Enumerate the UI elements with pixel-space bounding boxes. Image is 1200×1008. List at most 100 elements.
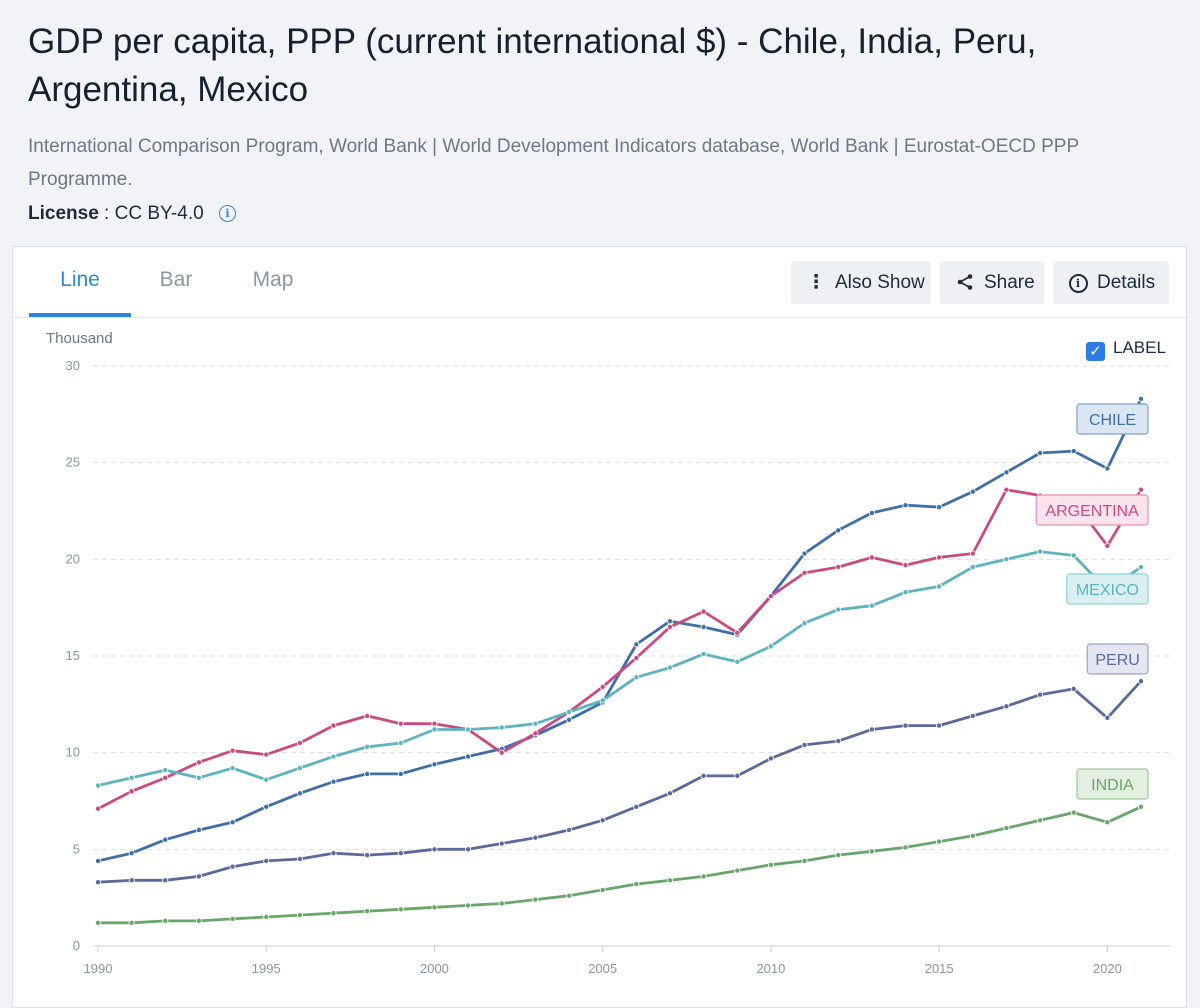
data-point-peru: [767, 755, 774, 762]
data-point-mexico: [666, 664, 673, 671]
data-point-chile: [364, 770, 371, 777]
data-point-mexico: [263, 776, 270, 783]
data-point-chile: [666, 618, 673, 625]
tab-map[interactable]: Map: [252, 268, 294, 291]
data-point-india: [1003, 825, 1010, 832]
x-tick-label: 2010: [756, 961, 785, 976]
data-point-india: [1138, 803, 1145, 810]
data-point-chile: [195, 827, 202, 834]
data-point-india: [465, 902, 472, 909]
data-point-india: [397, 906, 404, 913]
data-point-india: [835, 852, 842, 859]
data-point-chile: [162, 836, 169, 843]
series-label-box: [1076, 403, 1149, 435]
data-point-peru: [431, 846, 438, 853]
x-tick-label: 2020: [1093, 961, 1122, 976]
data-point-argentina: [95, 805, 102, 812]
label-toggle-text: LABEL: [1113, 338, 1166, 357]
tab-line[interactable]: Line: [29, 247, 131, 317]
data-point-peru: [195, 873, 202, 880]
data-point-chile: [633, 641, 640, 648]
series-mexico: [95, 548, 1145, 789]
data-point-argentina: [498, 749, 505, 756]
series-label-peru: PERU: [1086, 643, 1149, 675]
data-point-peru: [1104, 714, 1111, 721]
data-point-peru: [162, 877, 169, 884]
data-point-chile: [1070, 448, 1077, 455]
series-line-argentina: [97, 488, 1143, 810]
data-point-india: [162, 917, 169, 924]
data-point-argentina: [734, 629, 741, 636]
data-point-peru: [1003, 703, 1010, 710]
data-point-argentina: [1104, 542, 1111, 549]
data-point-india: [767, 861, 774, 868]
data-point-peru: [128, 877, 135, 884]
series-label-text: CHILE: [1089, 412, 1136, 429]
data-point-india: [633, 881, 640, 888]
data-point-argentina: [599, 683, 606, 690]
data-point-india: [95, 919, 102, 926]
data-point-argentina: [1003, 486, 1010, 493]
data-point-chile: [566, 716, 573, 723]
license-label: License: [28, 203, 99, 224]
data-point-chile: [801, 550, 808, 557]
data-point-india: [1037, 817, 1044, 824]
x-tick-label: 2005: [588, 961, 617, 976]
data-point-mexico: [229, 765, 236, 772]
checkbox-checked-icon[interactable]: ✓: [1086, 342, 1105, 361]
data-point-india: [263, 914, 270, 921]
y-tick-label: 25: [66, 455, 80, 470]
share-button[interactable]: Share: [940, 261, 1044, 304]
series-line-india: [98, 805, 1142, 925]
data-point-india: [1070, 809, 1077, 816]
data-point-peru: [95, 879, 102, 886]
data-point-peru: [936, 722, 943, 729]
data-point-peru: [229, 863, 236, 870]
data-point-mexico: [700, 651, 707, 658]
data-point-india: [195, 917, 202, 924]
details-button[interactable]: i Details: [1053, 261, 1169, 304]
data-point-peru: [734, 772, 741, 779]
data-point-peru: [666, 790, 673, 797]
series-peru: [95, 678, 1145, 886]
data-point-india: [700, 873, 707, 880]
data-point-india: [364, 908, 371, 915]
data-point-chile: [936, 504, 943, 511]
data-point-chile: [465, 753, 472, 760]
x-tick-label: 1990: [84, 961, 113, 976]
data-point-peru: [263, 857, 270, 864]
label-toggle[interactable]: ✓ LABEL: [1086, 338, 1166, 361]
also-show-button[interactable]: ⋮ Also Show: [791, 261, 931, 304]
data-point-mexico: [330, 753, 337, 760]
chart-tabs: Line Bar Map ⋮ Also Show Share i Details: [13, 247, 1186, 318]
share-icon: [954, 261, 976, 304]
line-chart: 0 5 10 15 20 25 30 1990 1995 2000 2005 2010 2015 2020…: [66, 358, 1171, 976]
info-icon[interactable]: i: [218, 205, 236, 222]
data-point-mexico: [296, 765, 303, 772]
data-point-india: [128, 919, 135, 926]
data-point-mexico: [1003, 556, 1010, 563]
data-point-argentina: [162, 774, 169, 781]
data-point-argentina: [902, 562, 909, 569]
data-point-argentina: [532, 730, 539, 737]
data-point-peru: [1037, 691, 1044, 698]
data-point-argentina: [195, 759, 202, 766]
data-point-peru: [330, 850, 337, 857]
data-point-india: [801, 857, 808, 864]
tab-bar[interactable]: Bar: [159, 268, 193, 291]
data-point-argentina: [1138, 486, 1145, 493]
data-point-mexico: [599, 697, 606, 704]
page-title: GDP per capita, PPP (current internation…: [28, 22, 1037, 109]
data-point-mexico: [431, 726, 438, 733]
data-point-argentina: [801, 569, 808, 576]
data-point-peru: [1070, 685, 1077, 692]
series-label-box: [1066, 573, 1149, 605]
data-point-india: [936, 838, 943, 845]
series-label-mexico: MEXICO: [1066, 573, 1149, 605]
data-point-peru: [969, 712, 976, 719]
data-point-mexico: [532, 720, 539, 727]
data-point-argentina: [431, 720, 438, 727]
series-label-argentina: ARGENTINA: [1035, 494, 1149, 526]
series-label-text: ARGENTINA: [1045, 503, 1139, 520]
series-india: [95, 803, 1145, 926]
